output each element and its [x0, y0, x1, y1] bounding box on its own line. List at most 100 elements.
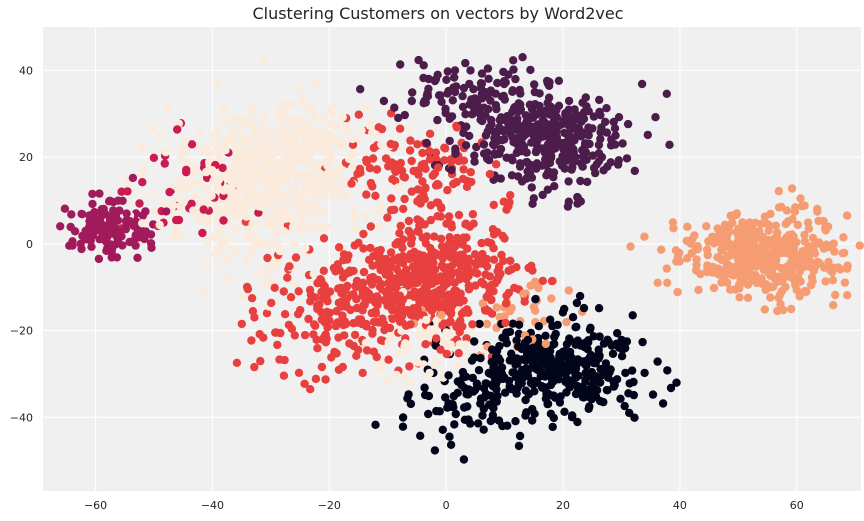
scatter-point — [351, 282, 361, 292]
scatter-point — [176, 202, 185, 211]
scatter-point — [369, 347, 379, 356]
scatter-point — [149, 153, 159, 162]
scatter-point — [237, 120, 247, 129]
scatter-point — [504, 266, 513, 275]
scatter-point — [755, 227, 764, 236]
scatter-point — [499, 77, 509, 86]
scatter-point — [653, 278, 662, 287]
scatter-point — [235, 157, 244, 166]
scatter-point — [362, 346, 372, 355]
scatter-point — [231, 142, 241, 151]
scatter-point — [469, 268, 479, 277]
scatter-point — [279, 287, 288, 296]
scatter-point — [349, 341, 358, 351]
scatter-point — [486, 125, 495, 135]
scatter-point — [213, 79, 222, 88]
scatter-point — [541, 394, 551, 403]
scatter-point — [182, 165, 191, 175]
scatter-point — [560, 407, 569, 416]
scatter-point — [244, 148, 254, 157]
scatter-point — [573, 417, 582, 427]
scatter-point — [479, 140, 489, 149]
scatter-point — [433, 115, 442, 125]
scatter-point — [465, 131, 474, 141]
scatter-point — [404, 216, 414, 226]
scatter-point — [374, 254, 384, 263]
scatter-point — [165, 187, 174, 197]
scatter-point — [219, 104, 228, 114]
y-tick-label: 0 — [26, 238, 33, 251]
scatter-point — [247, 119, 256, 128]
scatter-point — [396, 158, 405, 168]
scatter-point — [260, 176, 269, 186]
scatter-point — [445, 136, 454, 146]
scatter-point — [466, 168, 475, 177]
scatter-point — [657, 245, 666, 254]
scatter-point — [366, 222, 375, 231]
scatter-point — [640, 368, 649, 378]
scatter-point — [458, 174, 468, 184]
scatter-point — [591, 168, 600, 178]
scatter-point — [538, 190, 547, 200]
scatter-point — [606, 365, 615, 374]
scatter-point — [713, 253, 722, 262]
scatter-point — [385, 287, 394, 297]
scatter-point — [525, 100, 535, 109]
scatter-point — [492, 303, 501, 312]
scatter-point — [428, 171, 437, 180]
scatter-point — [515, 431, 525, 441]
scatter-point — [280, 355, 289, 365]
scatter-point — [296, 206, 305, 215]
scatter-point — [527, 350, 537, 360]
scatter-point — [316, 275, 325, 284]
scatter-point — [577, 159, 586, 168]
scatter-point — [538, 383, 547, 392]
scatter-point — [462, 334, 471, 343]
scatter-point — [547, 276, 557, 286]
scatter-point — [263, 150, 272, 159]
scatter-point — [436, 234, 446, 243]
scatter-point — [767, 238, 776, 247]
scatter-point — [395, 124, 405, 133]
scatter-point — [486, 295, 496, 305]
scatter-point — [318, 208, 328, 217]
scatter-point — [563, 202, 573, 211]
scatter-point — [479, 425, 488, 434]
scatter-point — [300, 173, 310, 182]
scatter-point — [662, 89, 671, 99]
scatter-point — [103, 232, 112, 242]
scatter-point — [359, 267, 369, 277]
scatter-point — [397, 304, 406, 313]
scatter-point — [261, 130, 270, 140]
scatter-point — [237, 319, 246, 329]
scatter-point — [283, 273, 292, 282]
scatter-point — [441, 393, 450, 402]
scatter-point — [457, 262, 466, 271]
scatter-point — [203, 215, 213, 224]
scatter-point — [766, 293, 775, 302]
scatter-point — [241, 256, 251, 265]
scatter-point — [668, 218, 678, 227]
scatter-point — [819, 216, 828, 226]
scatter-point — [548, 422, 557, 432]
scatter-point — [831, 290, 840, 300]
scatter-point — [723, 251, 732, 261]
scatter-point — [407, 156, 416, 166]
scatter-point — [210, 232, 219, 241]
scatter-point — [421, 390, 430, 400]
scatter-point — [371, 191, 380, 200]
scatter-point — [623, 119, 633, 129]
scatter-point — [448, 268, 457, 278]
scatter-point — [506, 256, 515, 265]
scatter-point — [187, 178, 196, 187]
scatter-point — [720, 220, 730, 229]
scatter-point — [60, 204, 70, 213]
scatter-point — [444, 371, 453, 380]
scatter-point — [194, 213, 203, 222]
scatter-point — [386, 248, 396, 257]
scatter-point — [306, 208, 316, 218]
scatter-point — [572, 110, 581, 119]
scatter-point — [263, 240, 273, 249]
scatter-point — [209, 139, 218, 148]
scatter-point — [510, 368, 519, 378]
